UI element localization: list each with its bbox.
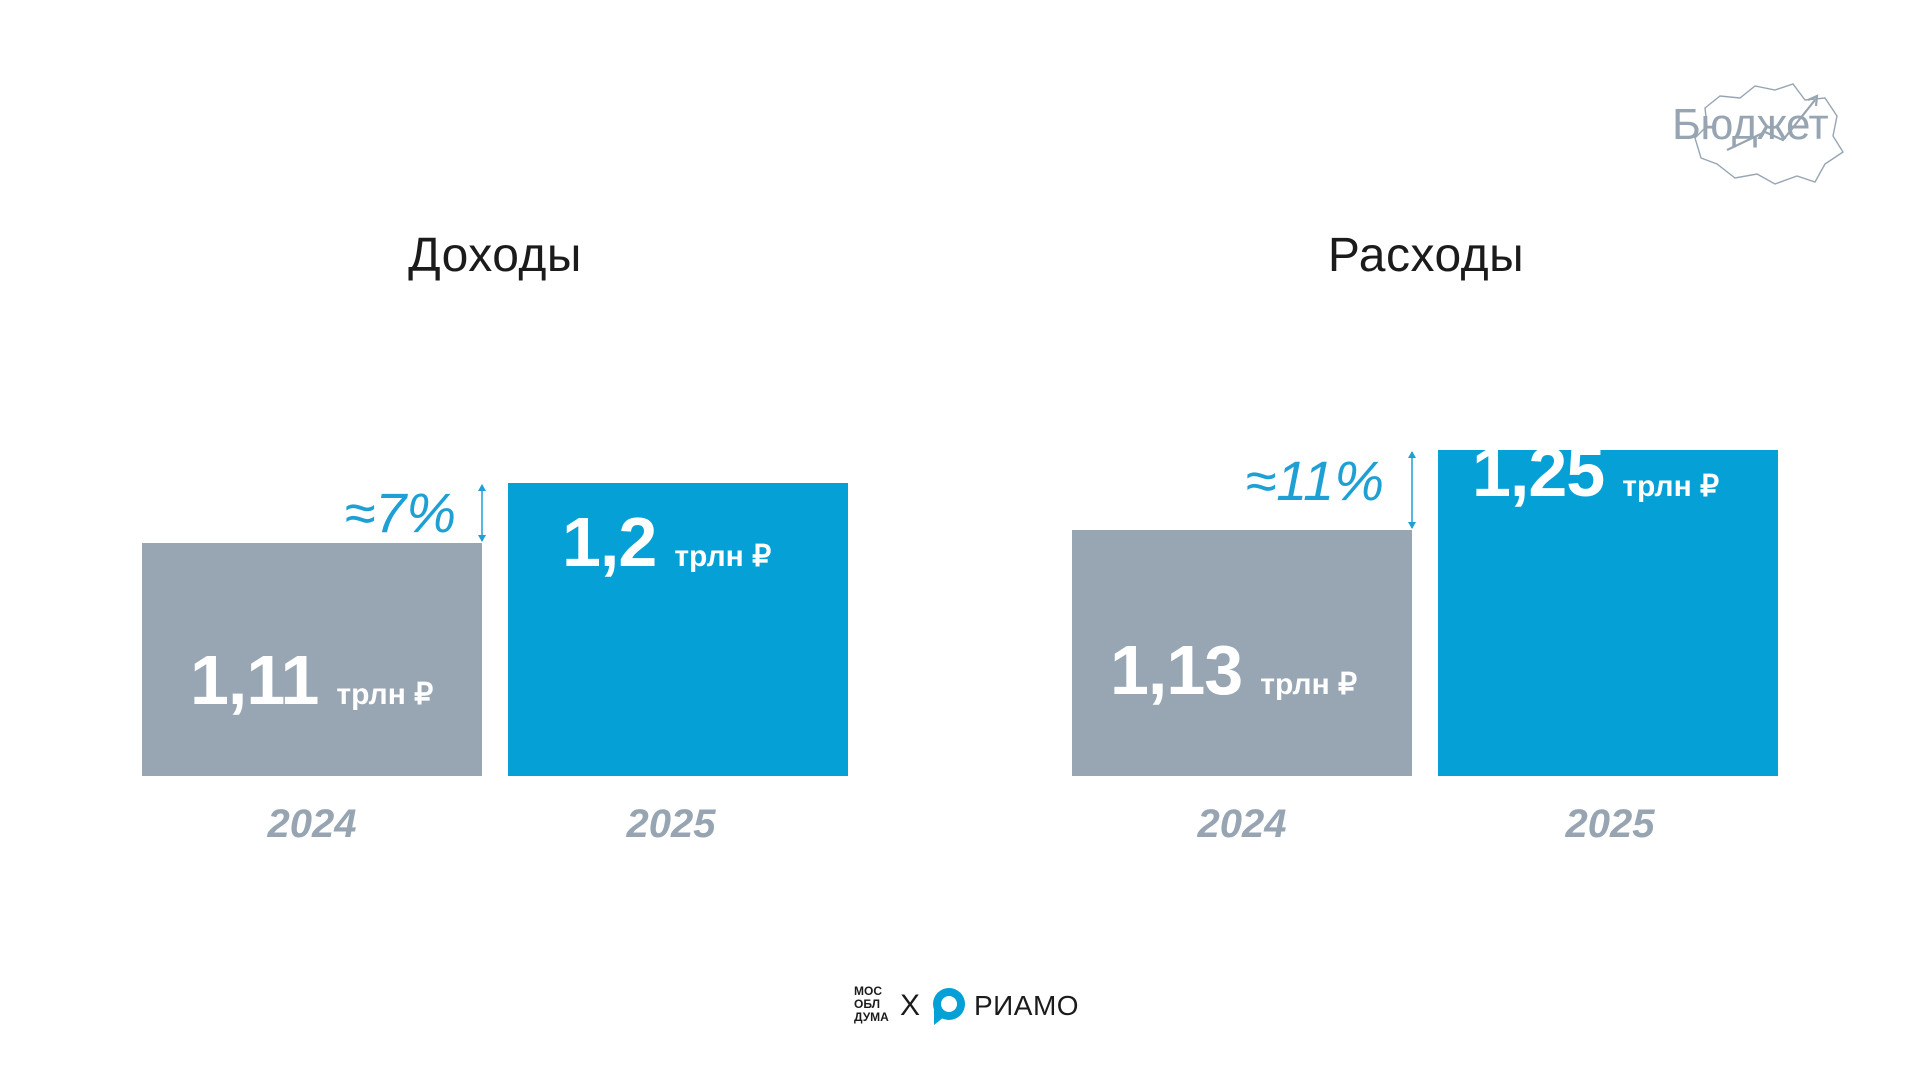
unit-label: трлн ₽ xyxy=(674,540,772,573)
bar-income-2025 xyxy=(508,483,848,776)
mosoblduma-logo-line-1: МОС xyxy=(854,984,882,998)
unit-label: трлн ₽ xyxy=(1622,470,1720,503)
mosoblduma-logo-line-3: ДУМА xyxy=(854,1010,889,1024)
x-tick-income-2024: 2024 xyxy=(267,802,357,846)
change-label-income: ≈7% xyxy=(344,481,456,544)
change-label-expenses: ≈11% xyxy=(1245,449,1384,512)
data-label-expenses-2025: 1,25 трлн ₽ xyxy=(1472,432,1719,512)
value-label: 1,2 xyxy=(562,503,657,581)
riamo-logo-icon xyxy=(933,988,965,1025)
bar-expenses-2024 xyxy=(1072,530,1412,776)
unit-label: трлн ₽ xyxy=(336,678,434,711)
value-label: 1,13 xyxy=(1110,631,1243,709)
bar-expenses-2025 xyxy=(1438,450,1778,776)
chart-title-income: Доходы xyxy=(408,229,582,282)
value-label: 1,11 xyxy=(190,641,319,719)
logo-text: Бюджет xyxy=(1672,100,1829,149)
x-tick-income-2025: 2025 xyxy=(626,802,716,846)
chart-title-expenses: Расходы xyxy=(1327,229,1525,282)
x-tick-expenses-2024: 2024 xyxy=(1197,802,1287,846)
double-arrow-icon xyxy=(478,484,486,542)
data-label-income-2025: 1,2 трлн ₽ xyxy=(562,502,771,582)
moscow-region-map-arrow-icon xyxy=(1694,83,1844,185)
riamo-logo-text: РИАМО xyxy=(974,990,1080,1021)
double-arrow-icon xyxy=(1408,451,1416,529)
unit-label: трлн ₽ xyxy=(1260,668,1358,701)
value-label: 1,25 xyxy=(1472,433,1605,511)
data-label-income-2024: 1,11 трлн ₽ xyxy=(190,640,433,720)
data-label-expenses-2024: 1,13 трлн ₽ xyxy=(1110,630,1357,710)
bar-income-2024 xyxy=(142,543,482,776)
footer: МОС ОБЛ ДУМА X РИАМО xyxy=(0,985,1920,1035)
footer-separator: X xyxy=(900,989,921,1022)
x-tick-expenses-2025: 2025 xyxy=(1565,802,1655,846)
mosoblduma-logo-line-2: ОБЛ xyxy=(854,997,881,1011)
